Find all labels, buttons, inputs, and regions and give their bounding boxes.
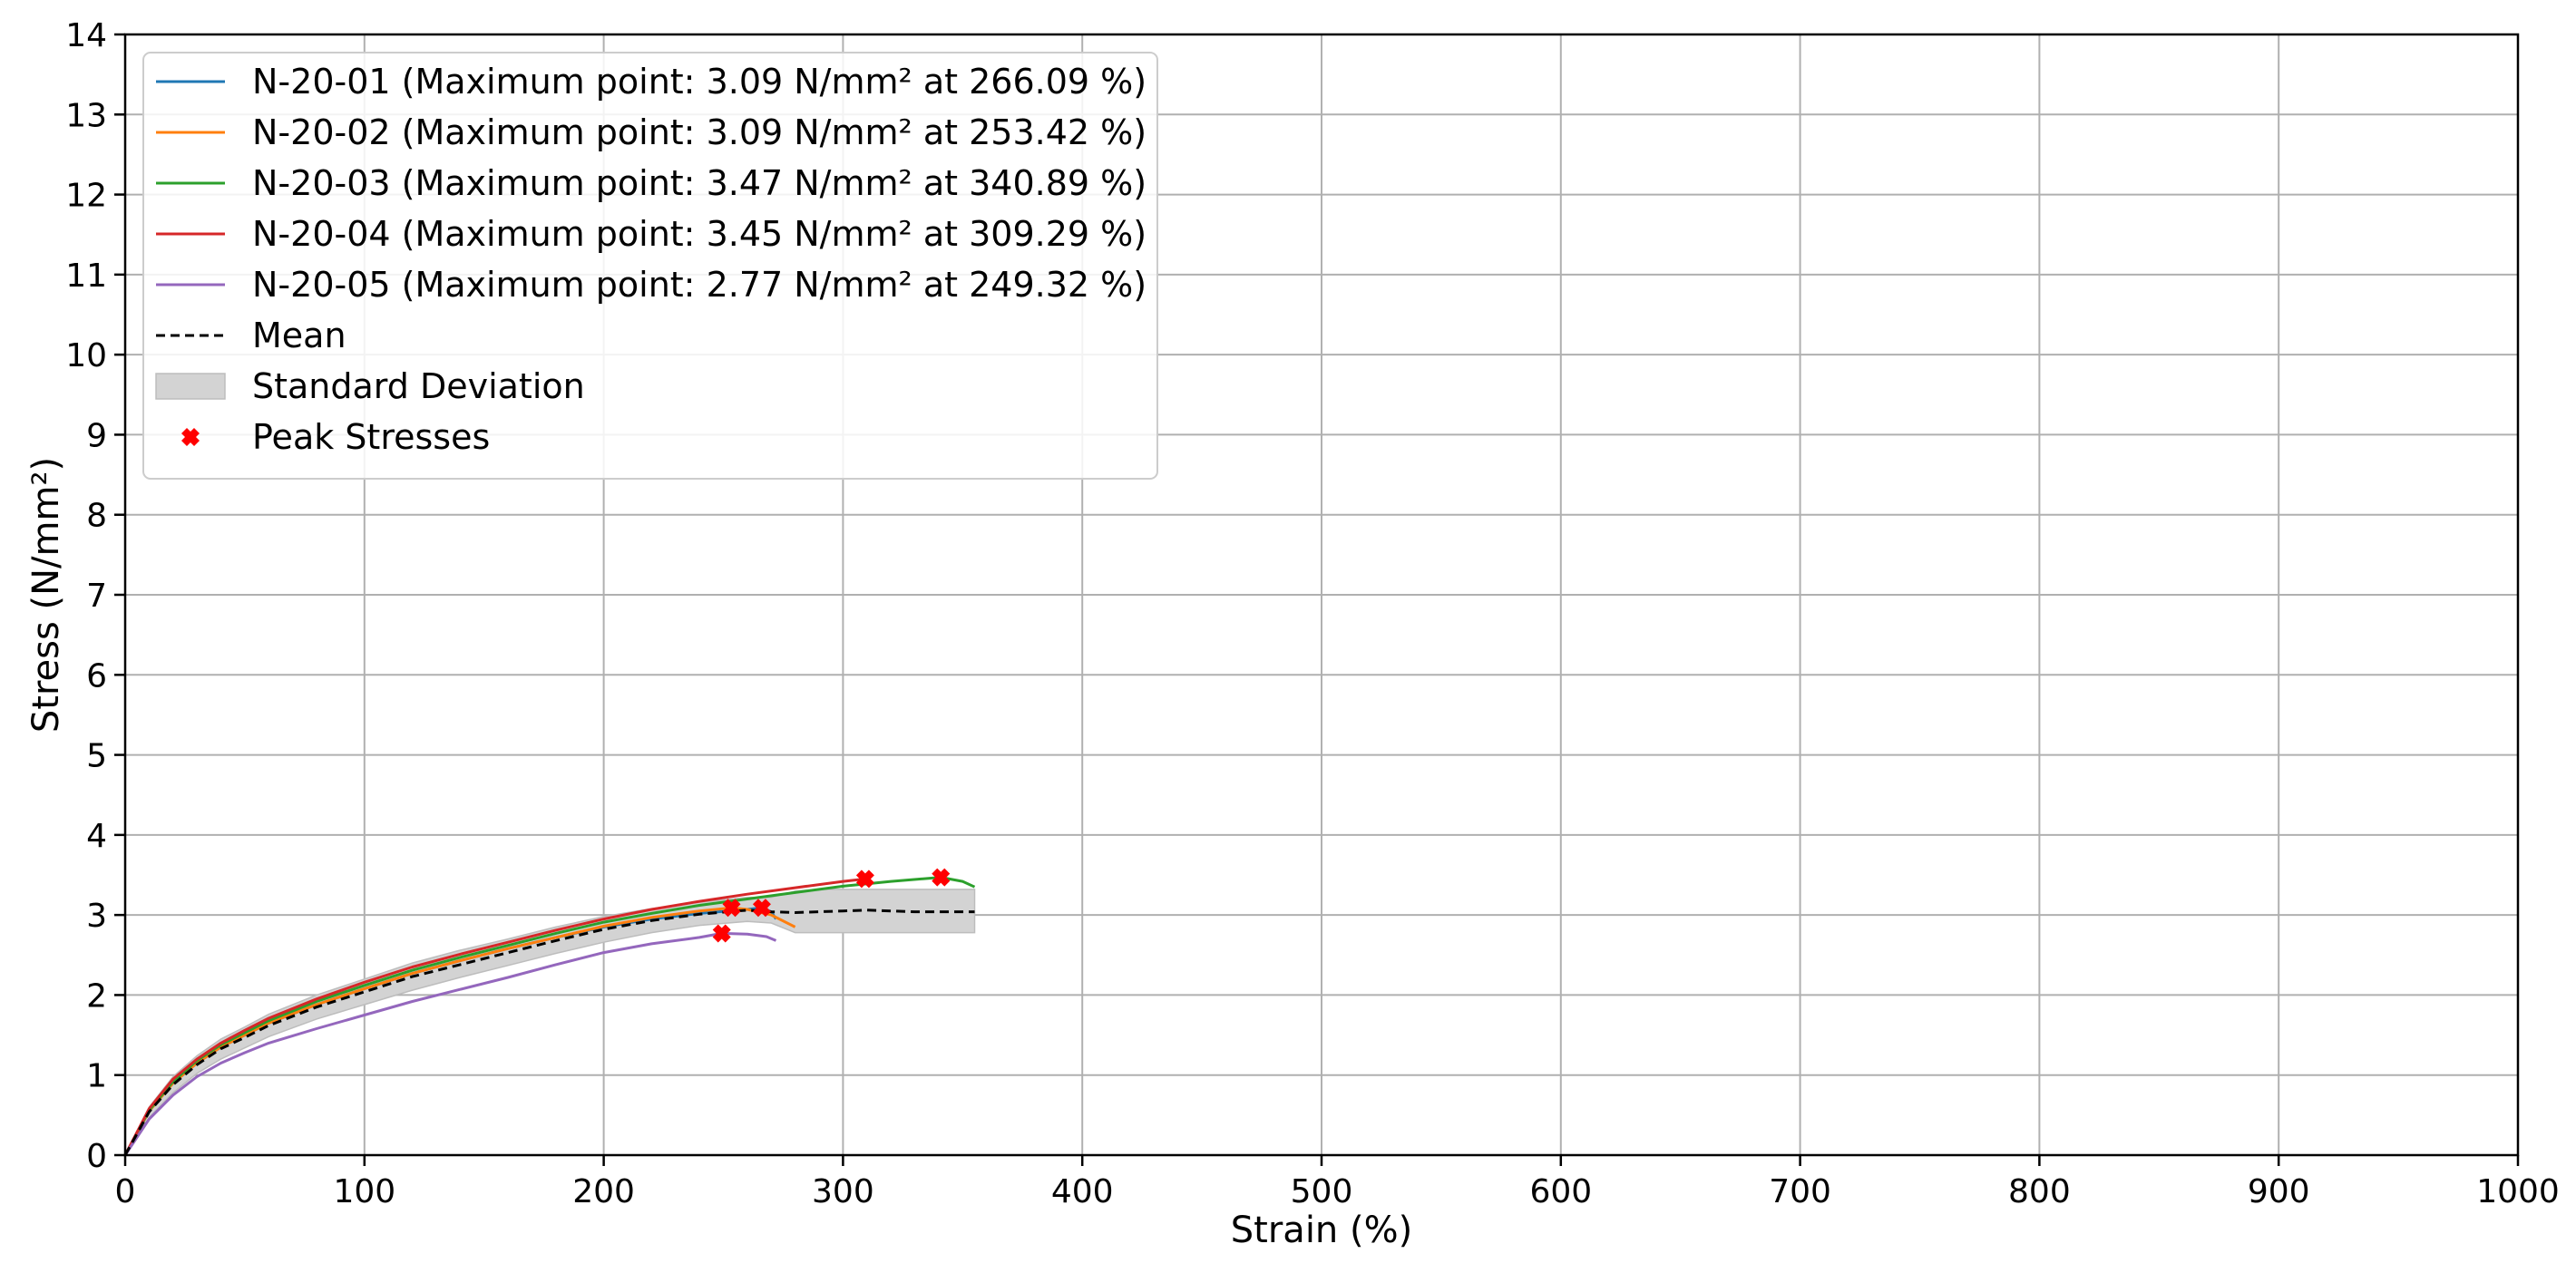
- peak-stress-marker: [855, 870, 874, 889]
- y-tick-label: 8: [86, 498, 107, 535]
- legend-entry-label: Mean: [252, 316, 346, 355]
- y-tick-label: 10: [65, 337, 107, 374]
- peak-stress-marker: [712, 924, 731, 943]
- x-tick-label: 800: [2008, 1173, 2071, 1210]
- x-tick-label: 200: [572, 1173, 635, 1210]
- legend-entry-label: N-20-05 (Maximum point: 2.77 N/mm² at 24…: [252, 265, 1147, 305]
- x-tick-label: 700: [1769, 1173, 1831, 1210]
- y-tick-label: 0: [86, 1138, 107, 1175]
- legend-entry-label: Standard Deviation: [252, 366, 585, 406]
- legend-box: [142, 52, 1158, 480]
- y-tick-label: 12: [65, 178, 107, 215]
- y-tick-label: 2: [86, 977, 107, 1015]
- y-tick-label: 13: [65, 97, 107, 134]
- y-tick-label: 5: [86, 738, 107, 775]
- series-line-mean: [123, 909, 975, 1156]
- series-line-n-20-04: [123, 877, 873, 1156]
- x-tick-label: 500: [1291, 1173, 1353, 1210]
- x-tick-label: 900: [2248, 1173, 2310, 1210]
- x-tick-label: 0: [115, 1173, 136, 1210]
- legend-entry-label: N-20-01 (Maximum point: 3.09 N/mm² at 26…: [252, 62, 1147, 102]
- legend-peak-marker: [181, 428, 200, 446]
- y-tick-label: 14: [65, 17, 107, 54]
- peak-markers: [712, 868, 951, 943]
- legend-entry-label: N-20-04 (Maximum point: 3.45 N/mm² at 30…: [252, 214, 1147, 254]
- x-tick-label: 1000: [2476, 1173, 2560, 1210]
- legend-entry-label: N-20-03 (Maximum point: 3.47 N/mm² at 34…: [252, 163, 1147, 203]
- x-tick-label: 300: [812, 1173, 874, 1210]
- x-axis-ticks: 0 100 200 300 400 500 600 700 800 900 1000: [115, 1155, 2560, 1210]
- x-axis-title: Strain (%): [1231, 1210, 1412, 1251]
- legend-entry-label: N-20-02 (Maximum point: 3.09 N/mm² at 25…: [252, 112, 1147, 152]
- y-tick-label: 9: [86, 417, 107, 454]
- legend-entry-label: Peak Stresses: [252, 417, 490, 457]
- peak-stress-marker: [722, 899, 741, 918]
- y-tick-label: 4: [86, 818, 107, 855]
- y-tick-label: 1: [86, 1058, 107, 1095]
- x-tick-label: 600: [1529, 1173, 1592, 1210]
- legend: N-20-01 (Maximum point: 3.09 N/mm² at 26…: [142, 52, 1158, 480]
- y-tick-label: 3: [86, 898, 107, 935]
- y-axis-title: Stress (N/mm²): [25, 457, 67, 733]
- peak-stress-marker: [752, 899, 771, 918]
- x-tick-label: 100: [333, 1173, 395, 1210]
- y-tick-label: 7: [86, 578, 107, 615]
- x-tick-label: 400: [1051, 1173, 1114, 1210]
- y-tick-label: 6: [86, 657, 107, 695]
- y-tick-label: 11: [65, 258, 107, 295]
- legend-band-swatch: [155, 373, 226, 400]
- peak-stress-marker: [932, 868, 951, 887]
